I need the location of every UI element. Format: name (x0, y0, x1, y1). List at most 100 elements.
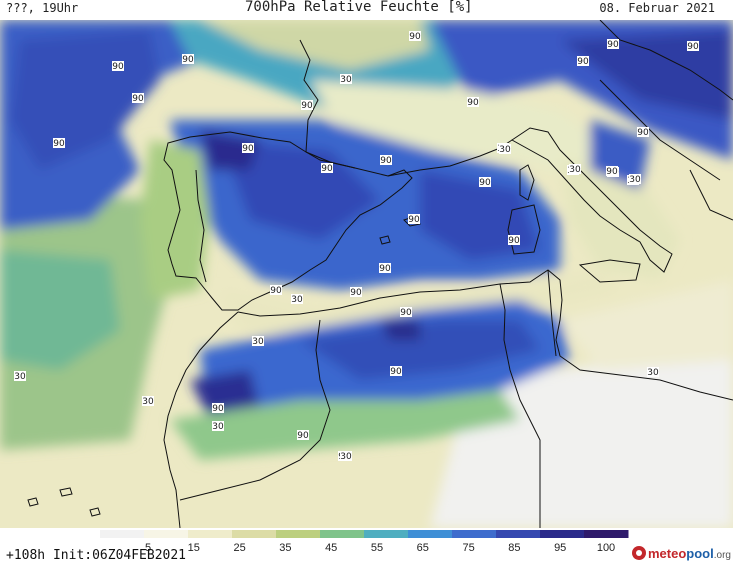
contour-label-bg (629, 174, 641, 184)
contour-label: 90 (408, 215, 420, 225)
contour-label: 90 (606, 167, 618, 177)
footer: 5 15 25 35 45 55 65 75 85 95 100 +108h Init:06Z04F… (0, 528, 733, 566)
contour-label: 90 (390, 367, 402, 377)
contour-label: 90 (409, 32, 421, 42)
contour-label-bg (647, 367, 659, 377)
contour-label: 90 (321, 164, 333, 174)
contour-label: 30 (14, 372, 26, 382)
contour-label: 90 (350, 288, 362, 298)
contour-label-bg (499, 144, 511, 154)
colorbar-swatch (144, 530, 189, 538)
colorbar-swatch (232, 530, 277, 538)
contour-label-bg (350, 287, 362, 297)
contour-label-bg (687, 41, 699, 51)
date-label: 08. Februar 2021 (599, 1, 715, 15)
colorbar (100, 530, 629, 538)
contour-label-bg (321, 163, 333, 173)
contour-label-bg (297, 430, 309, 440)
contour-label-bg (291, 294, 303, 304)
contour-label: 90 (467, 98, 479, 108)
colorbar-tick-label: 55 (370, 542, 384, 554)
colorbar-tick-label: 75 (462, 542, 475, 554)
contour-label: 90 (53, 139, 65, 149)
contour-label: 30 (340, 75, 352, 85)
contour-label: 90 (297, 431, 309, 441)
contour-label: 90 (132, 94, 144, 104)
contour-label-bg (479, 177, 491, 187)
contour-label: 90 (479, 178, 491, 188)
colorbar-tick-label: 95 (554, 542, 567, 554)
contour-label-bg (112, 61, 124, 71)
colorbar-tick-label: 5 (144, 542, 152, 554)
contour-labels: 90 90 90 90 90 90 90 90 90 90 90 90 90 90 90 90 90 90 90 90… (14, 31, 699, 462)
contour-label-bg (606, 166, 618, 176)
contour-label: 90 (212, 404, 224, 414)
contour-label-bg (142, 396, 154, 406)
contour-label-bg (569, 164, 581, 174)
header: ???, 19Uhr 700hPa Relative Feuchte [%] 0… (0, 0, 733, 20)
contour-label-bg (508, 235, 520, 245)
map-canvas: 90 90 90 90 90 90 90 90 90 90 90 90 90 90 90 90 90 90 90 90… (0, 20, 733, 528)
contour-label: 30 (252, 337, 264, 347)
contour-label-bg (380, 155, 392, 165)
contour-label-bg (182, 54, 194, 64)
contour-label: 30 (647, 368, 659, 378)
contour-label: 90 (270, 286, 282, 296)
contour-label: 90 (400, 308, 412, 318)
contour-label: 90 (380, 156, 392, 166)
colorbar-swatch (320, 530, 365, 538)
contour-label: 90 (379, 264, 391, 274)
contour-label: 90 (301, 101, 313, 111)
contour-label-bg (637, 127, 649, 137)
contour-label: 30 (340, 452, 352, 462)
contour-label-bg (252, 336, 264, 346)
contour-label-bg (340, 74, 352, 84)
contour-label-bg (467, 97, 479, 107)
contour-label: 90 (242, 144, 254, 154)
contour-label-bg (390, 366, 402, 376)
contour-label-bg (242, 143, 254, 153)
valid-time-label: ???, 19Uhr (6, 1, 79, 15)
colorbar-swatches (100, 530, 629, 538)
contour-label-bg (340, 451, 352, 461)
contour-label: 90 (607, 40, 619, 50)
colorbar-tick-label: 45 (325, 542, 338, 554)
contour-label-bg (212, 403, 224, 413)
map-title: 700hPa Relative Feuchte [%] (245, 0, 473, 15)
contour-label: 30 (142, 397, 154, 407)
colorbar-swatch (408, 530, 453, 538)
colorbar-tick-label: 35 (279, 542, 292, 554)
contour-label-bg (379, 263, 391, 273)
colorbar-swatch (584, 530, 629, 538)
logo-icon (632, 546, 646, 560)
brand-part-1: meteo (648, 546, 687, 561)
colorbar-tick-label: 85 (508, 542, 521, 554)
colorbar-swatch (100, 530, 145, 538)
colorbar-swatch (452, 530, 497, 538)
colorbar-swatch (540, 530, 585, 538)
contour-label-bg (400, 307, 412, 317)
contour-label-bg (212, 421, 224, 431)
contour-label-bg (577, 56, 589, 66)
colorbar-swatch (496, 530, 541, 538)
brand-part-3: .org (713, 550, 731, 561)
meteopool-logo[interactable]: meteopool.org (632, 546, 731, 561)
contour-label-bg (301, 100, 313, 110)
contour-label: 90 (508, 236, 520, 246)
contour-label-bg (607, 39, 619, 49)
humidity-map: 90 90 90 90 90 90 90 90 90 90 90 90 90 90 90 90 90 90 90 90… (0, 20, 733, 528)
contour-label-bg (14, 371, 26, 381)
contour-label-bg (53, 138, 65, 148)
contour-label: 30 (629, 175, 641, 185)
colorbar-tick-label: 15 (187, 542, 200, 554)
contour-label: 30 (212, 422, 224, 432)
contour-label: 90 (687, 42, 699, 52)
contour-label: 30 (499, 145, 511, 155)
colorbar-tick-label: 25 (233, 542, 246, 554)
contour-label-bg (270, 285, 282, 295)
contour-label-bg (409, 31, 421, 41)
contour-label: 30 (569, 165, 581, 175)
contour-label-bg (132, 93, 144, 103)
colorbar-swatch (276, 530, 321, 538)
brand-part-2: pool (686, 546, 714, 561)
